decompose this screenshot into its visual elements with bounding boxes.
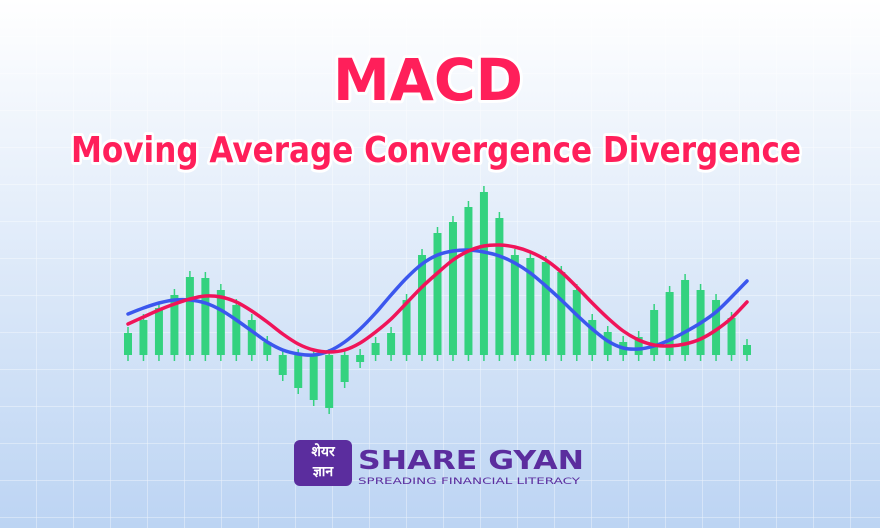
line bbox=[126, 243, 749, 354]
bar bbox=[418, 255, 427, 355]
logo-badge-text: शेयर bbox=[311, 443, 336, 460]
bar bbox=[278, 355, 287, 375]
bar bbox=[247, 320, 256, 355]
chart-subtitle: Moving Average Convergence Divergence bbox=[71, 130, 801, 171]
bar bbox=[232, 305, 241, 355]
bar bbox=[263, 342, 272, 355]
bar bbox=[479, 192, 488, 355]
bar bbox=[743, 345, 751, 355]
plot bbox=[124, 186, 751, 414]
bar bbox=[650, 310, 659, 355]
bar bbox=[387, 333, 396, 355]
bar bbox=[727, 318, 736, 355]
bar bbox=[371, 343, 380, 355]
bar bbox=[185, 277, 194, 355]
bar bbox=[464, 207, 473, 355]
bar bbox=[340, 355, 349, 382]
bar bbox=[588, 320, 597, 355]
chart-title: MACD bbox=[333, 46, 523, 114]
bar bbox=[325, 355, 334, 408]
bar bbox=[448, 222, 457, 355]
bar bbox=[510, 255, 519, 355]
bar bbox=[634, 337, 643, 355]
bar bbox=[124, 333, 132, 355]
bar bbox=[201, 278, 210, 355]
bar bbox=[433, 233, 442, 355]
bar bbox=[603, 332, 612, 355]
bar bbox=[356, 355, 365, 362]
bar bbox=[572, 290, 581, 355]
logo-tagline: SPREADING FINANCIAL LITERACY bbox=[358, 477, 581, 487]
bar bbox=[170, 295, 179, 355]
bar bbox=[139, 320, 148, 355]
bar bbox=[712, 300, 721, 355]
bar bbox=[681, 280, 690, 355]
logo: शेयर ज्ञान SHARE GYAN SPREADING FINANCIA… bbox=[294, 440, 584, 487]
bar bbox=[216, 290, 225, 355]
bar bbox=[154, 308, 163, 355]
bar bbox=[402, 300, 411, 355]
bar bbox=[294, 355, 303, 388]
logo-badge bbox=[294, 440, 352, 486]
bar bbox=[309, 355, 318, 400]
bar bbox=[665, 292, 674, 355]
bar bbox=[526, 258, 535, 355]
bar bbox=[557, 272, 566, 355]
logo-name: SHARE GYAN bbox=[358, 446, 584, 476]
bar bbox=[495, 218, 504, 355]
logo-badge-text: ज्ञान bbox=[312, 464, 335, 480]
line bbox=[126, 248, 749, 357]
bar bbox=[541, 262, 550, 355]
